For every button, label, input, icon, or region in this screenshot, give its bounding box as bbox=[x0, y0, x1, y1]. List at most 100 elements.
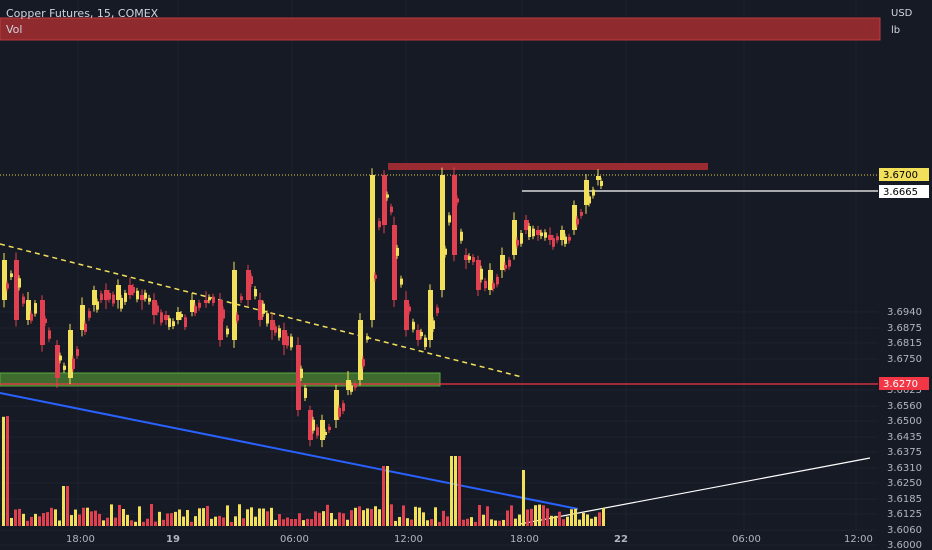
volume-bar bbox=[250, 507, 253, 526]
candle-body bbox=[80, 305, 85, 330]
volume-bar bbox=[446, 516, 449, 526]
candle-body bbox=[48, 330, 51, 339]
candle-body bbox=[18, 278, 21, 288]
volume-bar bbox=[190, 521, 193, 526]
volume-bar bbox=[226, 505, 229, 526]
volume-bar bbox=[526, 509, 529, 526]
candle-body bbox=[524, 220, 529, 230]
volume-bar bbox=[10, 517, 13, 526]
candle-body bbox=[108, 292, 111, 300]
candle-body bbox=[396, 247, 399, 256]
last-price-badge bbox=[879, 168, 929, 181]
resistance-zone-box[interactable] bbox=[388, 163, 708, 170]
volume-bar bbox=[298, 513, 301, 526]
candle-body bbox=[236, 314, 239, 321]
volume-bar bbox=[74, 509, 77, 526]
candle-body bbox=[496, 276, 499, 285]
volume-bar bbox=[82, 507, 85, 526]
candle-body bbox=[572, 205, 577, 230]
volume-bar bbox=[370, 509, 373, 526]
support-badge bbox=[879, 377, 929, 390]
volume-bar bbox=[6, 416, 9, 526]
support-zone-box[interactable] bbox=[0, 372, 441, 387]
volume-bar bbox=[570, 509, 573, 526]
volume-bar bbox=[86, 507, 89, 526]
candle-body bbox=[96, 301, 99, 310]
candle-body bbox=[2, 260, 7, 300]
candle-body bbox=[10, 273, 13, 278]
volume-bar bbox=[558, 511, 561, 526]
volume-bar bbox=[530, 508, 533, 526]
candle-body bbox=[212, 296, 215, 303]
volume-bar bbox=[366, 508, 369, 526]
volume-bar bbox=[602, 507, 605, 526]
volume-bar bbox=[274, 519, 277, 526]
volume-bar bbox=[502, 519, 505, 526]
volume-bar bbox=[302, 520, 305, 526]
candle-body bbox=[254, 289, 257, 297]
volume-bar bbox=[126, 514, 129, 526]
candle-body bbox=[488, 270, 493, 290]
volume-bar bbox=[342, 513, 345, 526]
candle-body bbox=[194, 306, 197, 314]
candle-body bbox=[472, 257, 475, 263]
symbol-title[interactable]: Copper Futures, 15, COMEX bbox=[6, 7, 159, 20]
candle-body bbox=[358, 320, 363, 380]
volume-bar bbox=[518, 514, 521, 526]
candle-body bbox=[560, 230, 565, 240]
volume-bar bbox=[214, 516, 217, 526]
candle-body bbox=[258, 300, 263, 320]
volume-bar bbox=[102, 520, 105, 526]
candle-body bbox=[124, 292, 127, 302]
volume-bar bbox=[326, 504, 329, 526]
volume-bar bbox=[286, 517, 289, 526]
volume-bar bbox=[566, 516, 569, 526]
candle-body bbox=[312, 419, 315, 431]
candle-body bbox=[232, 270, 237, 340]
candle-body bbox=[68, 330, 73, 378]
volume-bar bbox=[398, 516, 401, 526]
volume-bar bbox=[150, 504, 153, 526]
candle-body bbox=[240, 296, 243, 301]
price-tick: 3.6940 bbox=[887, 307, 922, 318]
candle-body bbox=[464, 255, 469, 260]
price-tick: 3.6435 bbox=[887, 432, 922, 443]
volume-label[interactable]: Vol bbox=[6, 23, 23, 36]
volume-bar bbox=[498, 520, 501, 526]
volume-bar bbox=[582, 512, 585, 526]
price-tick: 3.6310 bbox=[887, 463, 922, 474]
volume-bar bbox=[158, 511, 161, 526]
volume-bar bbox=[178, 509, 181, 526]
volume-bar bbox=[330, 512, 333, 526]
volume-bar bbox=[470, 517, 473, 526]
last-price-label: 3.6700 bbox=[883, 170, 918, 181]
price-tick: 3.6560 bbox=[887, 401, 922, 412]
volume-bar bbox=[554, 515, 557, 526]
candle-body bbox=[59, 355, 62, 361]
candle-body bbox=[468, 256, 471, 260]
volume-bar bbox=[194, 516, 197, 526]
volume-bar bbox=[134, 521, 137, 526]
volume-bar bbox=[238, 504, 241, 526]
volume-bar bbox=[182, 516, 185, 526]
candle-body bbox=[568, 236, 571, 241]
candle-body bbox=[432, 320, 435, 330]
candle-body bbox=[30, 313, 33, 321]
volume-bar bbox=[62, 486, 65, 526]
candle-body bbox=[556, 236, 559, 241]
candle-body bbox=[484, 280, 487, 289]
candle-body bbox=[300, 368, 303, 378]
candle-body bbox=[76, 349, 79, 356]
volume-bar bbox=[70, 515, 73, 526]
trend-line-blue[interactable] bbox=[0, 392, 579, 510]
volume-bar bbox=[130, 520, 133, 526]
candle-body bbox=[448, 215, 451, 223]
price-tick: 3.6500 bbox=[887, 416, 922, 427]
volume-bar bbox=[2, 416, 5, 526]
candle-body bbox=[34, 303, 37, 314]
trend-line-white[interactable] bbox=[519, 457, 871, 525]
volume-pane-band bbox=[0, 17, 881, 41]
volume-bar bbox=[586, 514, 589, 526]
